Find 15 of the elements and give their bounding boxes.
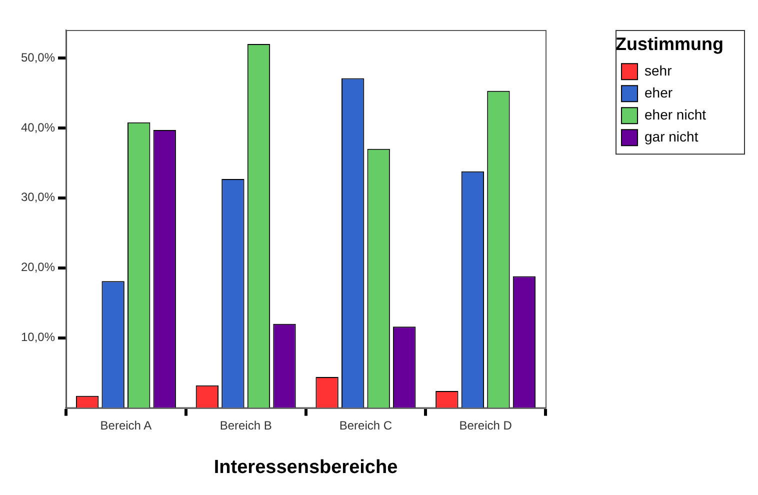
legend-label: gar nicht	[644, 128, 698, 144]
x-axis-title: Interessensbereiche	[214, 456, 398, 478]
legend-title: Zustimmung	[616, 34, 724, 54]
legend-label: sehr	[644, 62, 672, 78]
y-tick-label: 50,0%	[20, 50, 56, 64]
y-tick-label: 40,0%	[20, 120, 56, 134]
x-tick-label: Bereich D	[459, 418, 512, 432]
y-tick-label: 20,0%	[20, 260, 56, 274]
legend-label: eher	[644, 84, 673, 100]
y-tick-label: 10,0%	[20, 330, 56, 344]
legend-label: eher nicht	[644, 106, 706, 122]
x-tick-label: Bereich A	[100, 418, 152, 432]
x-tick-label: Bereich B	[220, 418, 272, 432]
x-tick-label: Bereich C	[339, 418, 392, 432]
y-tick-label: 30,0%	[20, 190, 56, 204]
